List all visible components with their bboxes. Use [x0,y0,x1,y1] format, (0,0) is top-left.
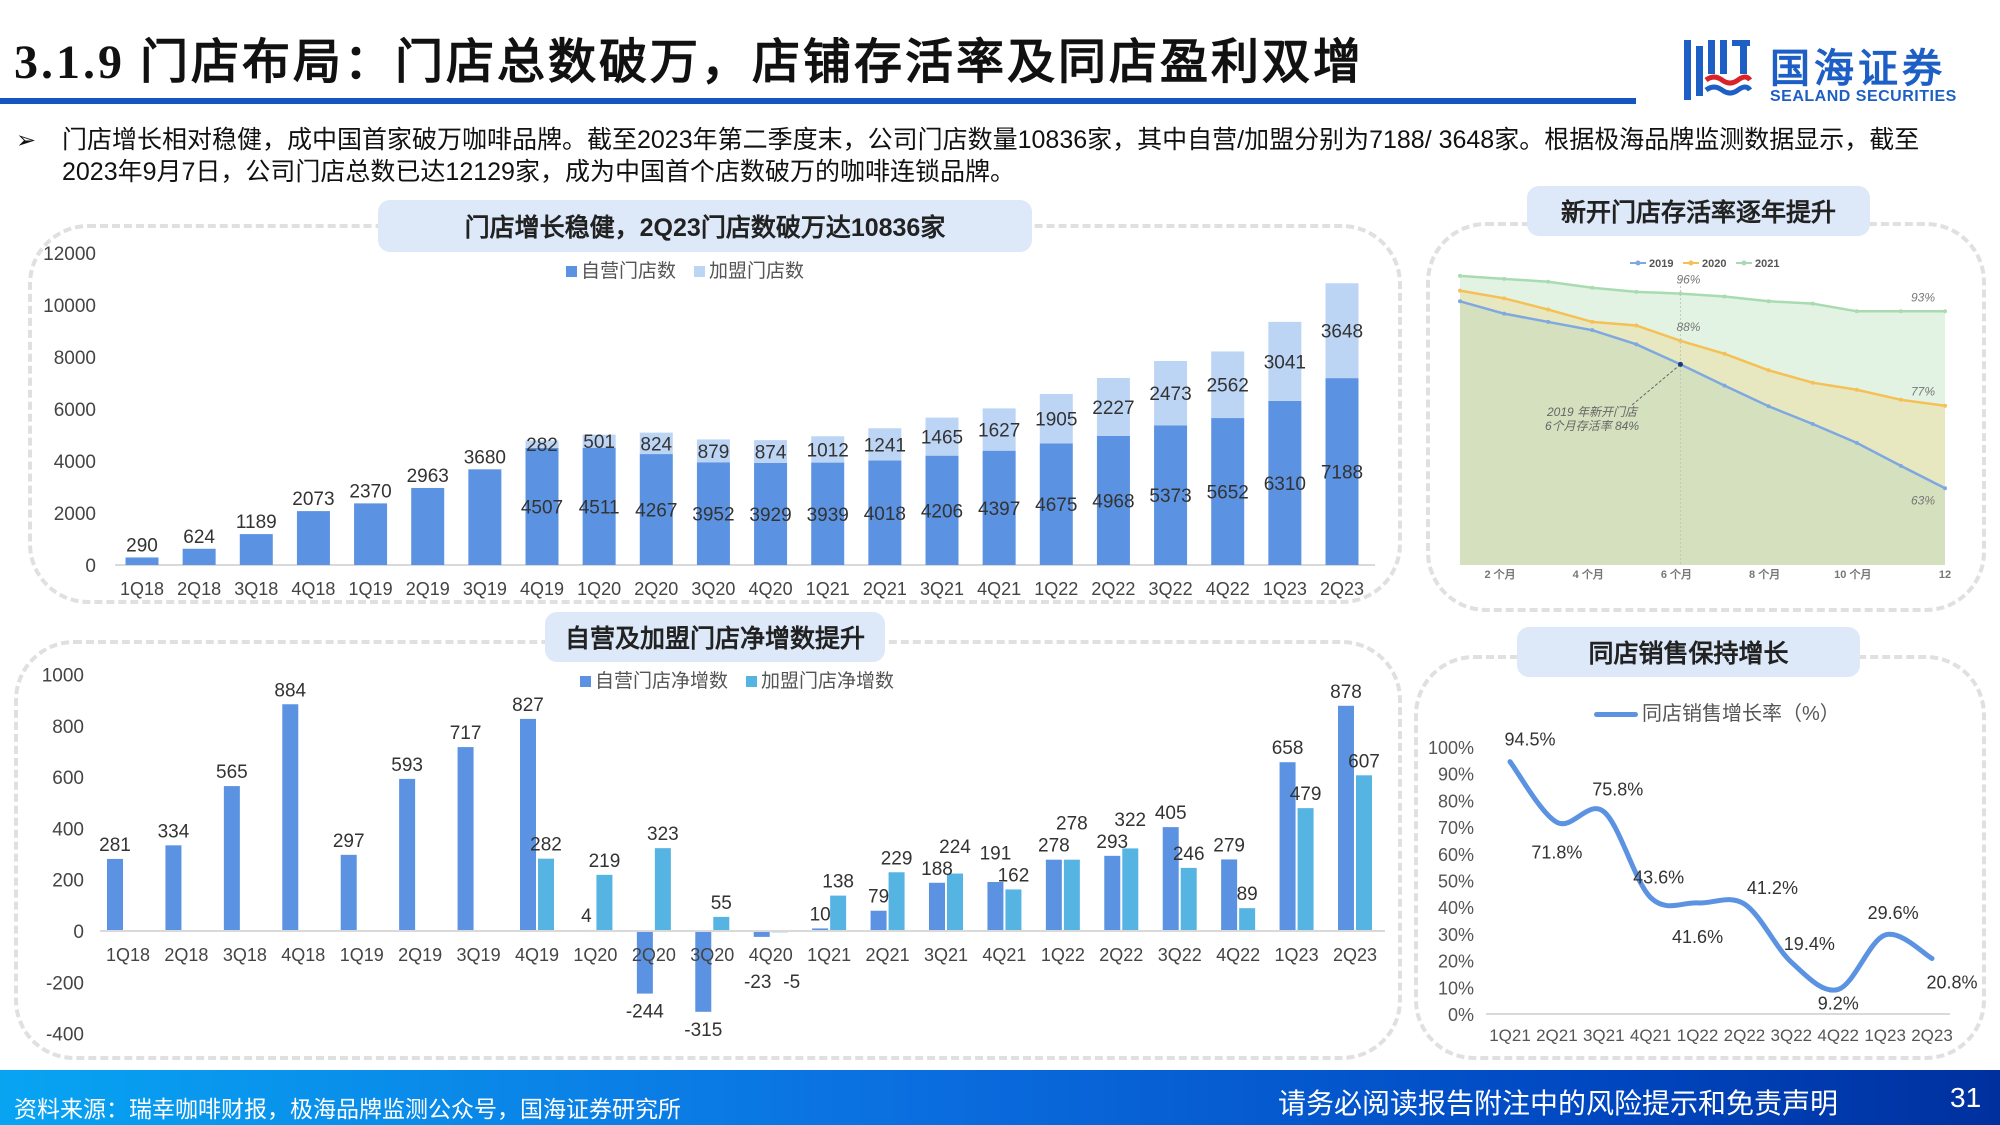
legend-item-franchise-net: 加盟门店净增数 [746,666,894,693]
sealand-logo-icon [1684,40,1753,100]
footer-source: 资料来源：瑞幸咖啡财报，极海品牌监测公众号，国海证券研究所 [14,1096,681,1122]
legend-label: 自营门店数 [581,261,677,282]
page-number: 31 [1950,1082,1982,1113]
legend-label: 自营门店净增数 [595,671,729,692]
bullet-text: 门店增长相对稳健，成中国首家破万咖啡品牌。截至2023年第二季度末，公司门店数量… [62,126,1920,186]
legend-item-self-net: 自营门店净增数 [580,666,728,693]
legend-item-franchise: 加盟门店数 [694,256,804,283]
logo-text-cn: 国海证券 [1770,47,1946,91]
bullet-arrow-icon: ➢ [16,127,37,154]
footer-disclaimer: 请务必阅读报告附注中的风险提示和免责声明 [1278,1088,1839,1119]
store-count-title: 门店增长稳健，2Q23门店数破万达10836家 [378,200,1032,252]
survival-panel [1426,222,1986,612]
title-divider [0,98,1636,104]
net-add-title: 自营及加盟门店净增数提升 [545,612,885,662]
net-add-panel [14,640,1402,1060]
net-add-legend: 自营门店净增数 加盟门店净增数 [580,666,894,693]
sss-title: 同店销售保持增长 [1517,627,1860,677]
footer-bar [0,1070,2000,1125]
legend-label: 同店销售增长率（%） [1642,703,1840,725]
legend-label: 加盟门店数 [709,261,805,282]
legend-item-sss: 同店销售增长率（%） [1594,697,1840,726]
page-title: 3.1.9 门店布局：门店总数破万，店铺存活率及同店盈利双增 [14,36,1365,89]
survival-title: 新开门店存活率逐年提升 [1527,186,1870,236]
sss-legend: 同店销售增长率（%） [1594,697,1840,726]
legend-label: 加盟门店净增数 [761,671,895,692]
logo-text-en: SEALAND SECURITIES [1770,88,1957,105]
store-count-legend: 自营门店数 加盟门店数 [566,256,804,283]
legend-item-self: 自营门店数 [566,256,676,283]
